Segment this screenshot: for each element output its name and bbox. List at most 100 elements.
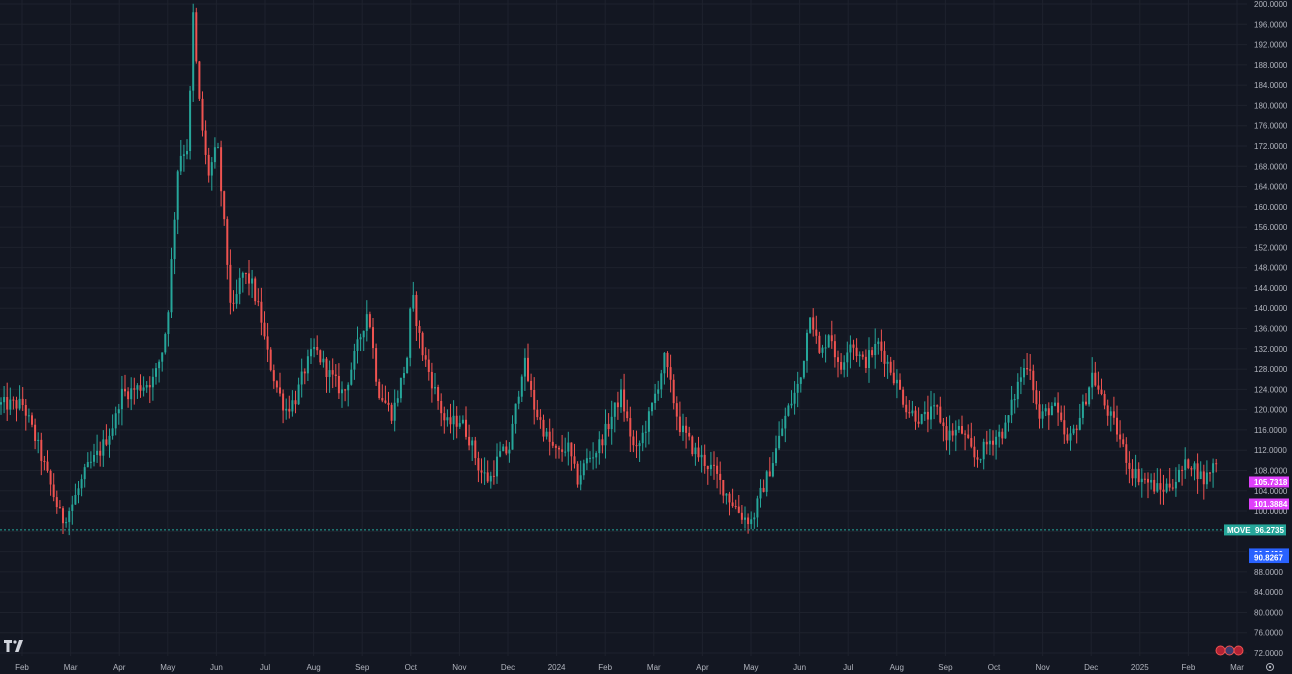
candle-body: [877, 341, 880, 344]
y-tick-label: 144.0000: [1254, 284, 1288, 293]
x-axis[interactable]: Feb Mar Apr May Jun Jul Aug Sep Oct Nov Dec 2024 Feb…: [15, 663, 1244, 672]
candle-body: [511, 423, 514, 450]
candle-body: [1143, 478, 1146, 480]
candle-body: [1075, 428, 1078, 430]
candle-body: [1205, 472, 1208, 485]
x-tick-label: Mar: [64, 663, 78, 672]
y-tick-label: 176.0000: [1254, 122, 1288, 131]
candle-body: [204, 130, 207, 155]
candle-body: [573, 456, 576, 464]
candle-body: [15, 400, 18, 409]
candle-body: [306, 356, 309, 374]
candle-body: [179, 155, 182, 172]
x-tick-label: Dec: [1084, 663, 1098, 672]
y-tick-label: 160.0000: [1254, 203, 1288, 212]
candle-body: [496, 456, 498, 477]
x-tick-label: Feb: [15, 663, 29, 672]
candle-body: [37, 439, 40, 441]
candle-body: [99, 450, 102, 456]
y-tick-label: 132.0000: [1254, 345, 1288, 354]
x-tick-label: Mar: [647, 663, 661, 672]
tradingview-logo-icon[interactable]: [4, 640, 26, 652]
candle-body: [120, 388, 123, 410]
candle-body: [911, 410, 914, 414]
candle-body: [1004, 422, 1007, 439]
candle-body: [455, 415, 458, 427]
candle-body: [632, 436, 635, 446]
candle-body: [40, 439, 43, 461]
candle-body: [65, 522, 68, 524]
candle-body: [1209, 472, 1211, 474]
candle-body: [468, 436, 471, 446]
price-badge-label: 101.3884: [1254, 500, 1288, 509]
candle-body: [883, 350, 886, 364]
candle-body: [68, 510, 71, 523]
candle-body: [471, 440, 474, 446]
flag-icons[interactable]: [1215, 645, 1245, 656]
candle-body: [589, 457, 591, 459]
candle-body: [706, 465, 709, 470]
candle-body: [399, 377, 402, 399]
y-tick-label: 84.0000: [1254, 588, 1283, 597]
candle-body: [189, 90, 192, 152]
candle-body: [666, 352, 669, 368]
candle-body: [424, 355, 427, 360]
candle-body: [874, 343, 877, 356]
candle-body: [1128, 462, 1131, 469]
candle-body: [0, 402, 2, 405]
candle-body: [1212, 463, 1215, 473]
candle-body: [477, 458, 480, 471]
candle-body: [93, 454, 95, 462]
candle-body: [102, 439, 105, 456]
candle-body: [362, 330, 365, 338]
candle-body: [1010, 399, 1013, 416]
candle-body: [979, 459, 982, 461]
candle-body: [279, 387, 281, 394]
candle-body: [517, 396, 520, 404]
candle-body: [145, 385, 148, 388]
gear-icon[interactable]: [1265, 662, 1275, 672]
candle-body: [744, 517, 746, 520]
candle-body: [536, 409, 539, 418]
candle-body: [833, 341, 836, 358]
candle-body: [660, 373, 663, 390]
candle-body: [1063, 420, 1066, 435]
candle-body: [756, 498, 759, 518]
x-tick-label: 2024: [548, 663, 566, 672]
candle-body: [282, 393, 285, 411]
y-axis[interactable]: 72.000076.000080.000084.000088.000092.00…: [1254, 0, 1288, 658]
candle-body: [294, 400, 297, 405]
candle-body: [331, 370, 334, 375]
y-tick-label: 100.0000: [1254, 507, 1288, 516]
candle-body: [322, 358, 325, 363]
y-tick-label: 108.0000: [1254, 466, 1288, 475]
candle-body: [409, 308, 412, 358]
candle-body: [161, 352, 164, 362]
candle-body: [1047, 408, 1050, 416]
candle-body: [1035, 390, 1038, 405]
candle-body: [1131, 468, 1134, 479]
candle-body: [908, 412, 911, 414]
candles: [0, 3, 1218, 536]
candle-body: [539, 417, 542, 420]
candle-body: [1159, 483, 1162, 490]
candle-body: [158, 361, 161, 369]
candle-body: [567, 442, 570, 452]
candle-body: [1153, 479, 1156, 492]
candle-body: [344, 389, 347, 391]
candle-body: [558, 447, 560, 450]
candle-body: [266, 336, 269, 350]
candle-body: [347, 384, 350, 391]
candle-body: [1190, 468, 1193, 470]
candle-body: [644, 431, 647, 433]
candle-body: [220, 147, 223, 192]
candle-body: [384, 400, 387, 403]
price-badge-label: 90.8267: [1254, 554, 1283, 563]
candle-body: [238, 277, 241, 295]
candle-body: [713, 464, 715, 466]
candle-body: [576, 463, 579, 485]
x-tick-label: Feb: [1182, 663, 1196, 672]
candle-body: [1162, 489, 1165, 492]
candle-body: [561, 449, 564, 452]
